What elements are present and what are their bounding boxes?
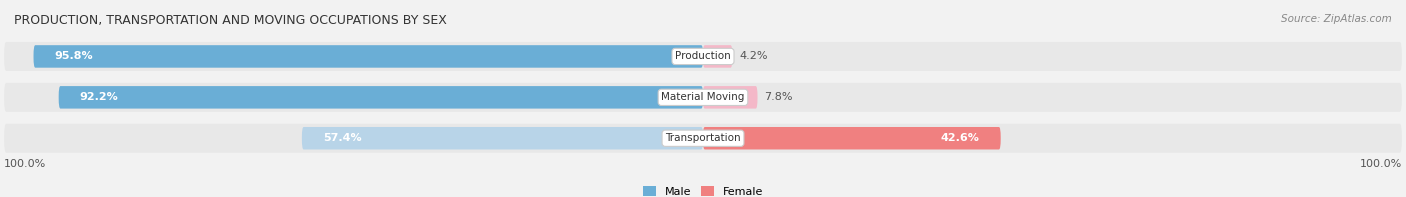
FancyBboxPatch shape: [302, 127, 703, 150]
Text: Production: Production: [675, 51, 731, 61]
Text: 92.2%: 92.2%: [80, 92, 118, 102]
FancyBboxPatch shape: [703, 127, 1001, 150]
Text: 95.8%: 95.8%: [55, 51, 93, 61]
FancyBboxPatch shape: [4, 42, 1402, 71]
Text: 57.4%: 57.4%: [323, 133, 361, 143]
FancyBboxPatch shape: [34, 45, 703, 68]
Legend: Male, Female: Male, Female: [638, 182, 768, 197]
Text: 4.2%: 4.2%: [740, 51, 768, 61]
Text: 42.6%: 42.6%: [941, 133, 980, 143]
Text: PRODUCTION, TRANSPORTATION AND MOVING OCCUPATIONS BY SEX: PRODUCTION, TRANSPORTATION AND MOVING OC…: [14, 14, 447, 27]
FancyBboxPatch shape: [703, 86, 758, 109]
Text: Source: ZipAtlas.com: Source: ZipAtlas.com: [1281, 14, 1392, 24]
Text: 7.8%: 7.8%: [765, 92, 793, 102]
Text: Transportation: Transportation: [665, 133, 741, 143]
FancyBboxPatch shape: [4, 83, 1402, 112]
FancyBboxPatch shape: [59, 86, 703, 109]
Text: 100.0%: 100.0%: [4, 159, 46, 169]
Text: Material Moving: Material Moving: [661, 92, 745, 102]
FancyBboxPatch shape: [4, 124, 1402, 153]
Text: 100.0%: 100.0%: [1360, 159, 1402, 169]
FancyBboxPatch shape: [703, 45, 733, 68]
